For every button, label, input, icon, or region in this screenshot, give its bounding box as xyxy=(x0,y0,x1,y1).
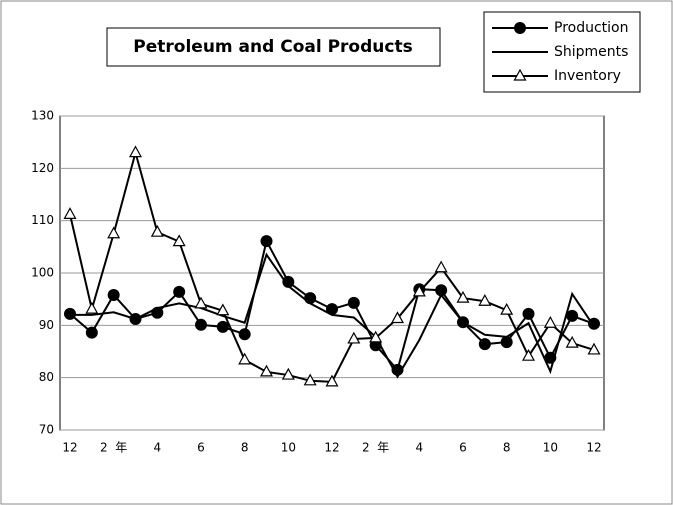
x-tick-label: 4 xyxy=(154,441,162,455)
point xyxy=(260,235,273,248)
point xyxy=(521,348,536,361)
legend-label: Shipments xyxy=(554,44,628,60)
x-tick-label: 8 xyxy=(503,441,511,455)
legend-label: Production xyxy=(554,20,628,36)
point xyxy=(347,331,361,344)
x-tick-label: 8 xyxy=(241,441,249,455)
point xyxy=(522,307,535,320)
point xyxy=(303,373,317,386)
point xyxy=(63,207,77,219)
point xyxy=(347,296,360,309)
x-tick-label: 12 xyxy=(62,441,77,455)
x-tick-label: 6 xyxy=(459,441,467,455)
point xyxy=(107,226,121,239)
x-tick-label: 2 年 xyxy=(100,441,127,455)
y-tick-label: 100 xyxy=(31,266,54,280)
series-line xyxy=(70,252,595,379)
x-tick-label: 10 xyxy=(543,441,558,455)
point xyxy=(435,284,448,297)
y-tick-label: 110 xyxy=(31,213,54,227)
point xyxy=(565,335,579,348)
point xyxy=(195,318,207,331)
title-box xyxy=(106,27,441,67)
point xyxy=(390,311,405,324)
point xyxy=(478,294,492,306)
point xyxy=(216,320,229,333)
point xyxy=(85,326,98,339)
point xyxy=(216,303,230,316)
point xyxy=(566,309,579,322)
point xyxy=(326,303,338,316)
point xyxy=(543,315,557,328)
chart-title: Petroleum and Coal Products xyxy=(133,37,412,57)
y-tick-label: 130 xyxy=(31,109,54,123)
point xyxy=(238,352,252,365)
point xyxy=(85,301,99,314)
point xyxy=(478,338,491,351)
point xyxy=(172,234,186,247)
point xyxy=(150,224,164,237)
x-tick-label: 6 xyxy=(197,441,205,455)
point xyxy=(434,260,448,273)
y-tick-label: 120 xyxy=(31,161,54,175)
y-tick-label: 70 xyxy=(39,423,54,437)
legend-label: Inventory xyxy=(554,68,621,84)
x-tick-label: 4 xyxy=(416,441,424,455)
point xyxy=(194,296,208,309)
point xyxy=(128,145,143,158)
point xyxy=(281,367,295,380)
y-tick-label: 80 xyxy=(39,370,54,384)
point xyxy=(282,275,295,288)
point xyxy=(500,336,513,349)
point xyxy=(107,288,120,301)
point xyxy=(456,290,470,303)
legend-marker xyxy=(513,68,527,81)
point xyxy=(500,302,514,315)
point xyxy=(238,328,251,341)
point xyxy=(64,307,76,320)
y-tick-label: 90 xyxy=(39,318,54,332)
x-tick-label: 10 xyxy=(281,441,296,455)
point xyxy=(369,330,383,343)
point xyxy=(325,374,339,387)
legend-marker xyxy=(514,22,526,34)
point xyxy=(259,364,274,377)
x-tick-label: 12 xyxy=(324,441,339,455)
x-tick-label: 12 xyxy=(586,441,601,455)
x-tick-label: 2 年 xyxy=(362,441,389,455)
point xyxy=(587,342,601,355)
point xyxy=(173,285,186,298)
point xyxy=(412,284,426,297)
